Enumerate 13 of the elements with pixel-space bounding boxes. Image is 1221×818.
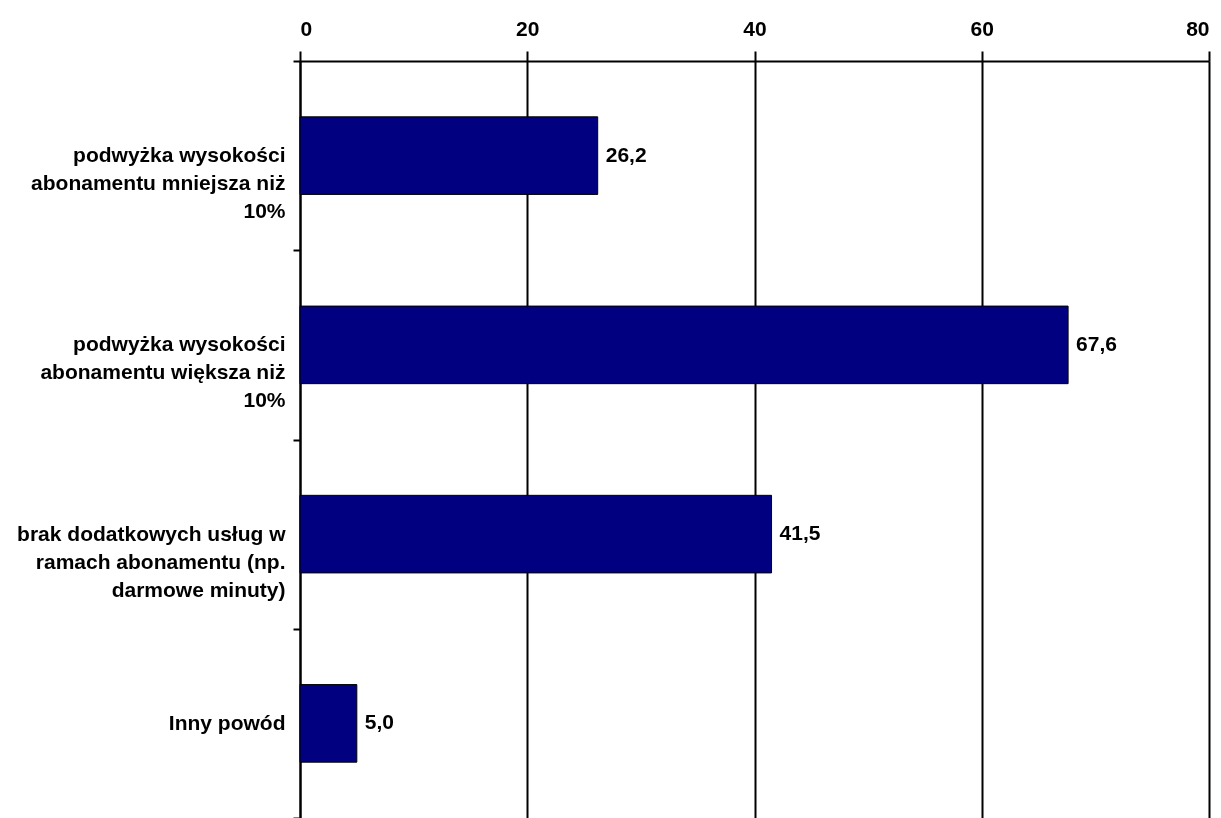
y-tick-label: podwyżka wysokości abonamentu większa niż 10%	[40, 332, 286, 412]
y-tick-label: brak dodatkowych usług w ramach abonamentu (np. darmowe minuty)	[17, 521, 287, 601]
y-tick-label: podwyżka wysokości abonamentu mniejsza niż 10%	[31, 143, 286, 223]
data-label: 26,2	[605, 142, 647, 166]
x-tick-label: 0	[300, 16, 313, 40]
x-tick-label: 20	[516, 16, 540, 40]
data-label: 5,0	[364, 710, 395, 734]
y-tick-label: Inny powód	[168, 710, 286, 734]
x-tick-label: 80	[1186, 16, 1210, 40]
data-label: 41,5	[779, 521, 821, 545]
data-label: 67,6	[1076, 331, 1117, 355]
x-tick-label: 40	[743, 16, 767, 40]
x-tick-label: 60	[970, 16, 994, 40]
